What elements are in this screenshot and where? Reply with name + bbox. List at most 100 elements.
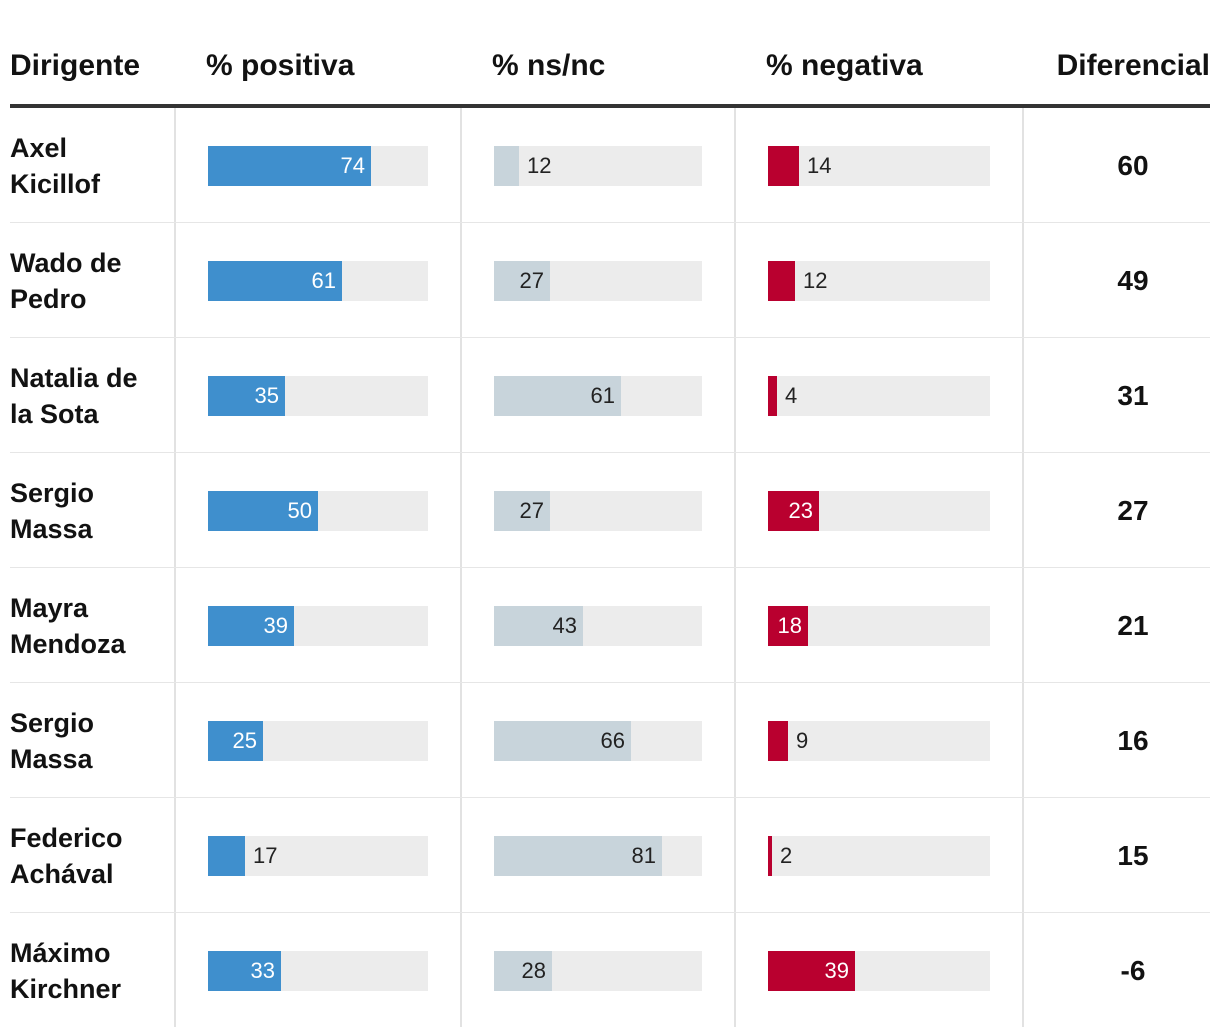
column-divider (174, 453, 176, 567)
negative-bar-track: 18 (768, 606, 990, 646)
nsnc-bar (494, 951, 552, 991)
negative-value-label: 39 (824, 958, 849, 983)
column-divider (174, 913, 176, 1027)
column-divider (734, 568, 736, 682)
positive-bar-track: 50 (208, 491, 428, 531)
dirigente-name: Axel Kicillof (10, 133, 101, 199)
nsnc-bar-track: 66 (494, 721, 702, 761)
nsnc-bar-track: 43 (494, 606, 702, 646)
negative-bar-track: 39 (768, 951, 990, 991)
table-body: Axel Kicillof 74 12 14 60 Wado de Pedro 61 27 12… (10, 108, 1210, 1027)
column-divider (1022, 108, 1024, 222)
column-divider (460, 108, 462, 222)
diferencial-value: 27 (1117, 495, 1149, 526)
negative-bar (768, 951, 855, 991)
positive-value-label: 50 (287, 498, 312, 523)
table-row: Federico Achával 17 81 2 15 (10, 798, 1210, 913)
diferencial-value: 49 (1117, 265, 1149, 296)
column-divider (734, 223, 736, 337)
negative-bar-track: 4 (768, 376, 990, 416)
diferencial-value: 15 (1117, 840, 1149, 871)
nsnc-bar-track: 61 (494, 376, 702, 416)
nsnc-bar (494, 836, 662, 876)
negative-value-label: 9 (796, 728, 809, 753)
column-divider (174, 568, 176, 682)
column-divider (174, 683, 176, 797)
negative-bar (768, 376, 777, 416)
nsnc-bar (494, 261, 550, 301)
negative-value-label: 23 (788, 498, 813, 523)
positive-bar-track: 17 (208, 836, 428, 876)
nsnc-value-label: 61 (590, 383, 615, 408)
column-divider (1022, 798, 1024, 912)
negative-value-label: 18 (777, 613, 802, 638)
dirigente-name: Sergio Massa (10, 478, 95, 544)
positive-bar (208, 146, 371, 186)
nsnc-value-label: 81 (631, 843, 656, 868)
positive-bar (208, 261, 342, 301)
positive-bar (208, 491, 318, 531)
negative-value-label: 2 (780, 843, 793, 868)
table-row: Máximo Kirchner 33 28 39 -6 (10, 913, 1210, 1027)
positive-bar-track: 74 (208, 146, 428, 186)
table-row: Wado de Pedro 61 27 12 49 (10, 223, 1210, 338)
negative-value-label: 4 (785, 383, 798, 408)
dirigente-name: Mayra Mendoza (10, 593, 126, 659)
column-divider (174, 798, 176, 912)
positive-bar (208, 376, 285, 416)
column-divider (1022, 223, 1024, 337)
positive-bar (208, 836, 245, 876)
negative-bar (768, 146, 799, 186)
nsnc-value-label: 12 (527, 153, 552, 178)
negative-bar (768, 606, 808, 646)
column-divider (1022, 683, 1024, 797)
table-header: Dirigente % positiva % ns/nc % negativa … (10, 40, 1210, 108)
header-positiva: % positiva (206, 49, 355, 82)
nsnc-value-label: 43 (552, 613, 577, 638)
dirigente-name: Wado de Pedro (10, 248, 122, 314)
dirigente-name: Natalia de la Sota (10, 363, 138, 429)
nsnc-value-label: 27 (519, 268, 544, 293)
table-row: Axel Kicillof 74 12 14 60 (10, 108, 1210, 223)
negative-bar-track: 14 (768, 146, 990, 186)
positive-bar-track: 25 (208, 721, 428, 761)
table-row: Sergio Massa 50 27 23 27 (10, 453, 1210, 568)
negative-bar (768, 721, 788, 761)
column-divider (1022, 453, 1024, 567)
column-divider (1022, 913, 1024, 1027)
nsnc-bar (494, 146, 519, 186)
negative-bar (768, 836, 772, 876)
nsnc-bar (494, 491, 550, 531)
diferencial-value: 21 (1117, 610, 1149, 641)
positive-value-label: 25 (232, 728, 257, 753)
negative-bar-track: 12 (768, 261, 990, 301)
table-row: Mayra Mendoza 39 43 18 21 (10, 568, 1210, 683)
column-divider (734, 798, 736, 912)
column-divider (460, 913, 462, 1027)
column-divider (734, 338, 736, 452)
nsnc-bar (494, 376, 621, 416)
dirigente-name: Federico Achával (10, 823, 123, 889)
positive-value-label: 33 (250, 958, 275, 983)
header-negativa: % negativa (766, 49, 923, 82)
positive-value-label: 61 (311, 268, 336, 293)
column-divider (174, 223, 176, 337)
diferencial-value: 60 (1117, 150, 1149, 181)
column-divider (734, 108, 736, 222)
nsnc-bar-track: 27 (494, 261, 702, 301)
column-divider (174, 338, 176, 452)
negative-bar (768, 491, 819, 531)
column-divider (460, 683, 462, 797)
positive-value-label: 39 (263, 613, 288, 638)
negative-value-label: 12 (803, 268, 828, 293)
table-row: Sergio Massa 25 66 9 16 (10, 683, 1210, 798)
positive-bar-track: 35 (208, 376, 428, 416)
column-divider (734, 913, 736, 1027)
column-divider (174, 108, 176, 222)
positive-bar-track: 39 (208, 606, 428, 646)
positive-bar (208, 606, 294, 646)
negative-bar (768, 261, 795, 301)
column-divider (460, 798, 462, 912)
dirigente-name: Sergio Massa (10, 708, 95, 774)
column-divider (734, 683, 736, 797)
